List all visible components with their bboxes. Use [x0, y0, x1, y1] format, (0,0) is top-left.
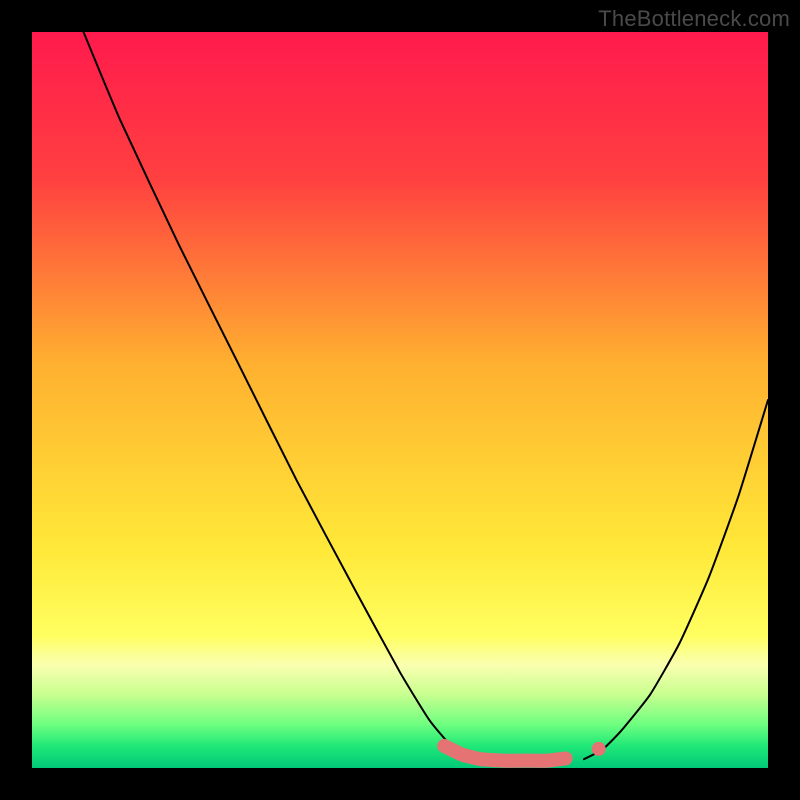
watermark-text: TheBottleneck.com	[598, 6, 790, 32]
chart-svg	[32, 32, 768, 768]
optimal-range-dot	[592, 742, 606, 756]
chart-plot	[32, 32, 768, 768]
chart-background	[32, 32, 768, 768]
chart-frame: TheBottleneck.com	[0, 0, 800, 800]
